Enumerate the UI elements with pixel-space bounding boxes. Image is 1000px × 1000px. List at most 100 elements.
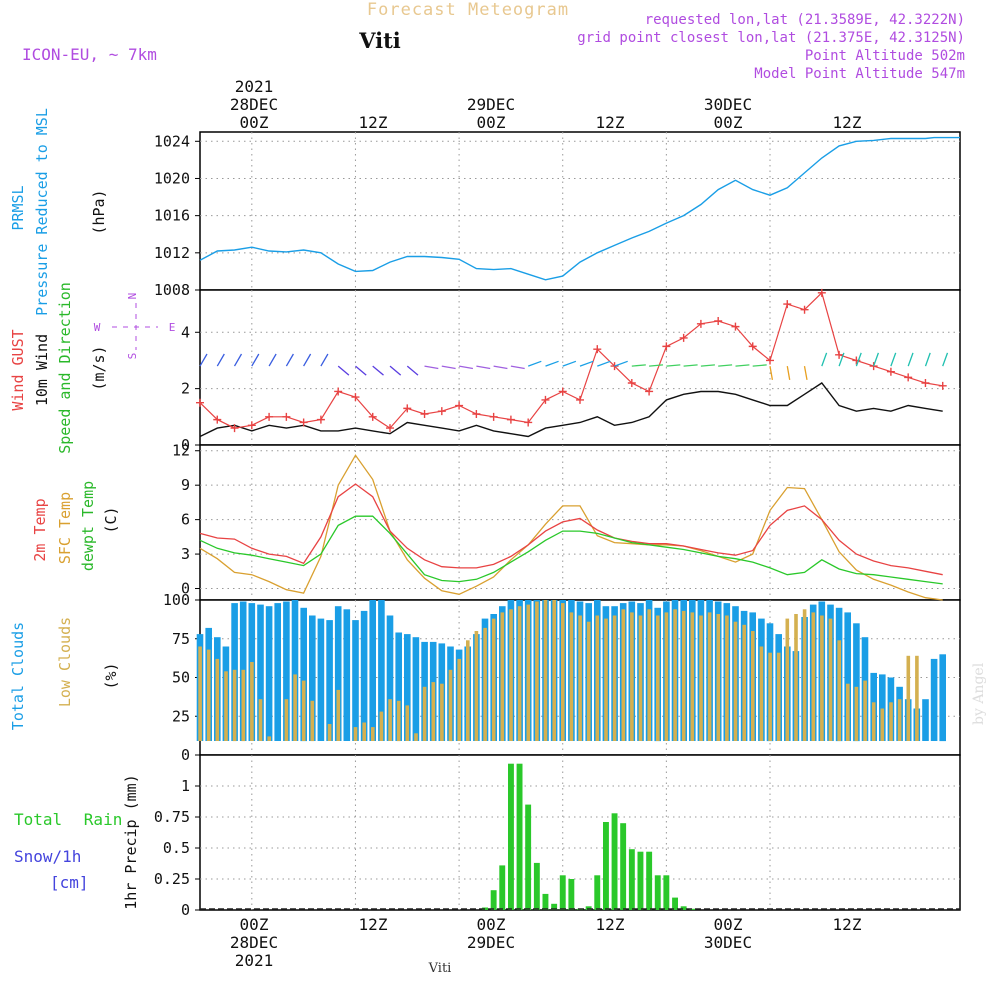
gust-marker: [265, 412, 274, 421]
precip-axis-label: 1hr Precip (mm): [122, 774, 140, 909]
gust-marker: [386, 424, 394, 433]
total-cloud-bar: [274, 603, 281, 741]
gust-marker: [696, 319, 705, 328]
gust-marker: [420, 410, 429, 418]
y-tick-label: 0.25: [154, 870, 190, 888]
wind-gust-line: [199, 291, 943, 429]
low-cloud-bar: [250, 662, 254, 741]
wind-direction-arrow: [233, 353, 243, 367]
gust-marker: [627, 379, 636, 387]
precip-bar: [637, 851, 644, 910]
low-cloud-bar: [846, 683, 850, 741]
gust-marker: [800, 305, 809, 314]
wind-direction-arrow: [769, 365, 774, 381]
wind-direction-arrow: [320, 353, 329, 367]
low-cloud-bar: [474, 631, 479, 741]
gust-marker: [247, 421, 256, 430]
temp-dewpt-label: dewpt Temp: [79, 481, 97, 571]
precip-bar: [603, 822, 609, 910]
precip-bar: [542, 893, 549, 910]
direction-north-label: N: [126, 293, 139, 300]
precip-bar: [654, 875, 661, 910]
gust-marker: [938, 381, 947, 390]
wind-direction-arrow: [700, 364, 715, 367]
pressure-line: [199, 136, 960, 281]
low-cloud-bar: [491, 618, 496, 741]
y-tick-label: 0: [181, 436, 190, 454]
wind-frame: [199, 289, 961, 446]
top-year-label: 2021: [235, 77, 274, 96]
precip-bar: [559, 875, 566, 910]
low-cloud-bar: [379, 711, 384, 741]
low-cloud-bar: [284, 699, 289, 741]
wind-direction-arrow: [251, 353, 260, 367]
direction-legend: W E N S: [94, 293, 176, 360]
wind-direction-arrow: [718, 364, 733, 367]
wind-direction-arrow: [803, 365, 808, 381]
wind-direction-arrow: [924, 352, 931, 367]
gust-marker: [904, 373, 913, 382]
precip-bar: [594, 875, 601, 910]
precip-bar: [482, 907, 488, 910]
low-cloud-bar: [388, 699, 392, 741]
snow-unit: [cm]: [50, 873, 89, 892]
low-cloud-bar: [768, 652, 772, 741]
top-date-label: 28DEC: [230, 95, 278, 114]
footer-location: Viti: [428, 961, 452, 976]
low-cloud-bar: [509, 609, 513, 741]
wind-direction-arrow: [389, 365, 402, 376]
low-cloud-bar: [500, 612, 505, 741]
low-cloud-bar: [301, 680, 306, 741]
wind-direction-arrow: [752, 364, 767, 367]
low-cloud-bar: [794, 614, 798, 741]
total-cloud-bar: [395, 632, 402, 741]
bottom-tick-label: 00Z: [714, 915, 743, 934]
wind-direction-arrow: [597, 360, 611, 367]
precip-bar: [551, 903, 558, 910]
wind-direction-arrow: [683, 364, 698, 367]
credit-label: by Angel: [971, 662, 987, 725]
gust-marker: [213, 415, 222, 424]
total-cloud-bar: [853, 623, 860, 742]
low-cloud-bar: [561, 603, 565, 741]
low-cloud-bar: [725, 615, 729, 741]
total-cloud-bar: [352, 620, 359, 741]
low-cloud-bar: [405, 705, 410, 741]
low-cloud-bar: [215, 658, 220, 741]
y-tick-label: 4: [181, 323, 190, 341]
top-tick-label: 00Z: [477, 113, 506, 132]
low-cloud-bar: [466, 640, 470, 741]
temp-2m-label: 2m Temp: [31, 498, 49, 561]
total-cloud-bar: [334, 606, 342, 741]
low-cloud-bar: [198, 646, 202, 741]
wind-direction-arrow: [441, 365, 456, 370]
wind-direction-arrow: [303, 353, 312, 367]
precip-frame: [199, 754, 961, 911]
y-tick-label: 1: [181, 777, 190, 795]
low-cloud-bar: [751, 631, 755, 741]
low-cloud-bar: [517, 606, 522, 741]
low-cloud-bar: [483, 627, 487, 741]
precip-bar: [689, 908, 696, 910]
top-date-label: 30DEC: [704, 95, 752, 114]
low-cloud-bar: [414, 733, 418, 741]
wind-direction-arrow: [527, 360, 542, 367]
wind-panel: 0 2 4: [181, 289, 961, 454]
bottom-tick-label: 12Z: [359, 915, 388, 934]
total-cloud-bar: [922, 699, 929, 741]
precip-bar: [490, 890, 497, 910]
y-tick-label: 0: [181, 901, 190, 919]
wind-direction-arrow: [907, 352, 914, 367]
precip-bar: [646, 851, 653, 910]
direction-south-label: S: [126, 353, 139, 360]
gust-marker: [748, 342, 757, 351]
wind-direction-arrow: [199, 353, 208, 367]
total-cloud-bar: [326, 620, 333, 741]
y-tick-label: 25: [172, 707, 190, 725]
snow-label: Snow/1h: [14, 847, 81, 866]
wind-direction-arrow: [631, 364, 646, 367]
wind-direction-arrow: [579, 360, 594, 367]
wind-direction-arrow: [872, 352, 880, 367]
bottom-tick-label: 12Z: [833, 915, 862, 934]
gust-marker: [334, 387, 343, 396]
